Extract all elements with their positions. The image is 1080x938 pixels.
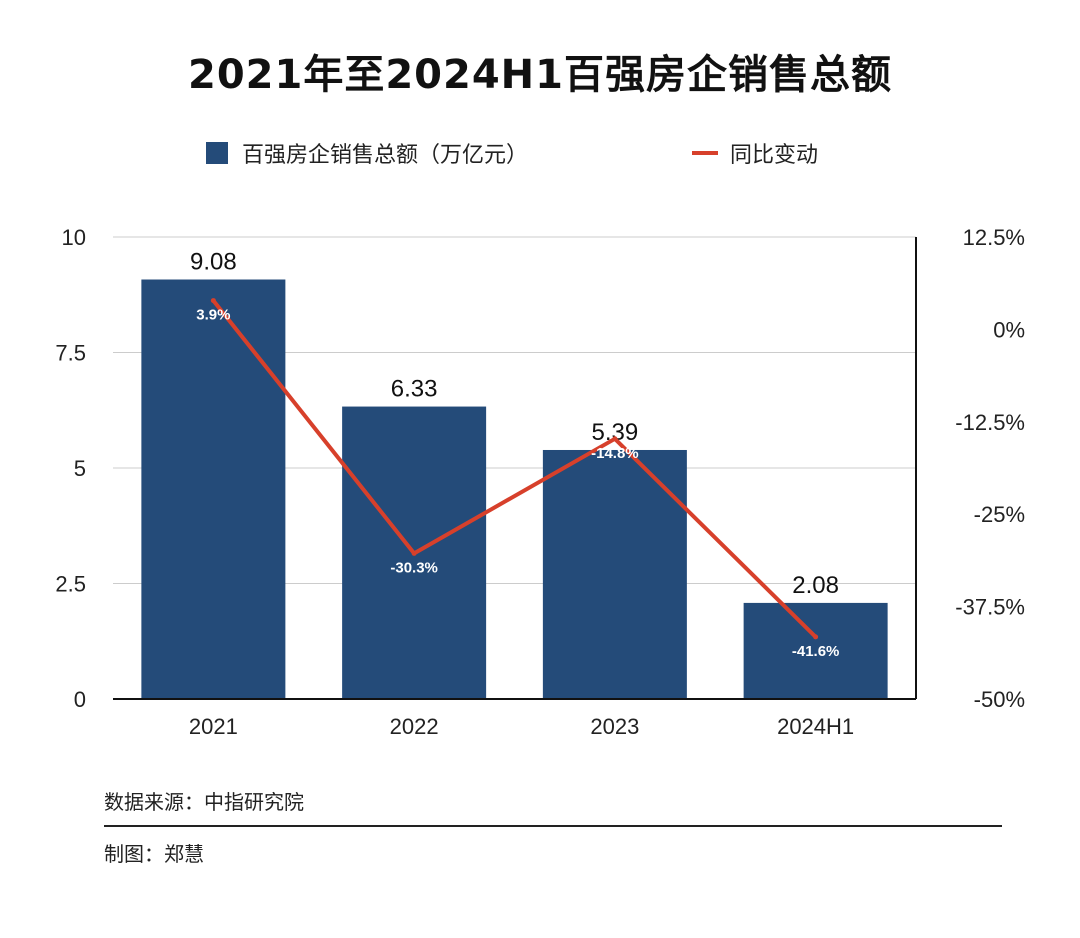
legend-line-swatch [692,151,718,155]
legend-item-bar: 百强房企销售总额（万亿元） [206,136,528,170]
bar-value-label: 5.39 [592,419,639,446]
bar-value-label: 9.08 [190,249,237,276]
legend-item-line: 同比变动 [692,136,818,170]
legend-line-label: 同比变动 [730,143,819,168]
legend: 百强房企销售总额（万亿元） 同比变动 [0,136,1080,170]
right-tick-label: -12.5% [955,410,1025,435]
left-tick-label: 0 [74,687,86,712]
right-tick-label: -50% [974,687,1025,712]
yoy-point [210,298,216,304]
footer-divider [104,825,1002,827]
x-tick-label: 2022 [390,714,439,739]
bar [141,279,286,699]
chart-author: 制图：郑慧 [104,842,204,866]
x-tick-label: 2023 [590,714,639,739]
yoy-line [211,298,818,639]
yoy-label: -30.3% [390,559,438,576]
left-tick-label: 10 [62,225,86,250]
chart-title: 2021年至2024H1百强房企销售总额 [188,52,892,98]
right-tick-label: -25% [974,502,1025,527]
bar-value-label: 2.08 [792,572,839,599]
right-tick-label: 12.5% [963,225,1025,250]
yoy-label: -14.8% [591,445,639,462]
yoy-point [612,436,618,442]
yoy-point [411,550,417,556]
left-tick-label: 7.5 [55,341,86,366]
right-tick-label: 0% [993,317,1025,342]
x-tick-label: 2021 [189,714,238,739]
combo-chart: 0 2.5 5 7.5 10 -50% -37.5% -25% -12.5% 0% 12.5% 9.0… [55,225,1025,739]
bar-value-label: 6.33 [391,376,438,403]
legend-bar-label: 百强房企销售总额（万亿元） [242,143,529,168]
left-tick-label: 2.5 [55,572,86,597]
legend-bar-swatch [206,142,228,164]
left-tick-label: 5 [74,456,86,481]
bar [743,602,888,699]
yoy-label: 3.9% [196,307,230,324]
x-tick-label: 2024H1 [777,714,854,739]
right-tick-label: -37.5% [955,595,1025,620]
yoy-label: -41.6% [792,643,840,660]
bar [542,449,687,699]
yoy-point [813,634,819,640]
data-source: 数据来源：中指研究院 [104,790,304,814]
